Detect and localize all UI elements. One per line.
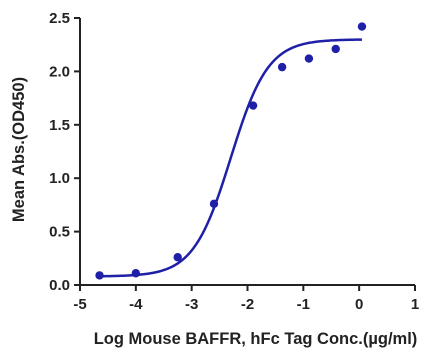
data-point (209, 199, 219, 209)
y-tick-label: 1.5 (49, 117, 70, 134)
x-tick-label: 0 (355, 296, 363, 313)
x-axis-title: Log Mouse BAFFR, hFc Tag Conc.(µg/ml) (94, 330, 418, 348)
x-tick-label: -1 (297, 296, 310, 313)
data-point (95, 271, 104, 280)
data-point (248, 101, 258, 110)
data-point (277, 62, 287, 72)
x-tick-label: -3 (185, 296, 198, 313)
x-tick-label: -4 (129, 296, 143, 313)
x-axis: -5 -4 -3 -2 -1 0 1 (73, 284, 419, 313)
data-point (131, 269, 141, 278)
data-point (304, 54, 314, 63)
y-axis: 0.0 0.5 1.0 1.5 2.0 2.5 (49, 10, 81, 294)
x-tick-label: 1 (411, 296, 419, 313)
y-tick-label: 2.0 (49, 63, 70, 80)
y-tick-label: 0.0 (49, 277, 70, 294)
data-point (357, 22, 367, 31)
x-tick-label: -5 (73, 296, 86, 313)
fit-curve (99, 38, 362, 278)
y-axis-title: Mean Abs.(OD450) (10, 77, 28, 222)
data-point (173, 253, 182, 262)
y-tick-label: 1.0 (49, 170, 70, 187)
data-point (331, 44, 340, 54)
y-tick-label: 2.5 (49, 10, 70, 27)
y-tick-label: 0.5 (49, 224, 70, 241)
x-tick-label: -2 (241, 296, 254, 313)
